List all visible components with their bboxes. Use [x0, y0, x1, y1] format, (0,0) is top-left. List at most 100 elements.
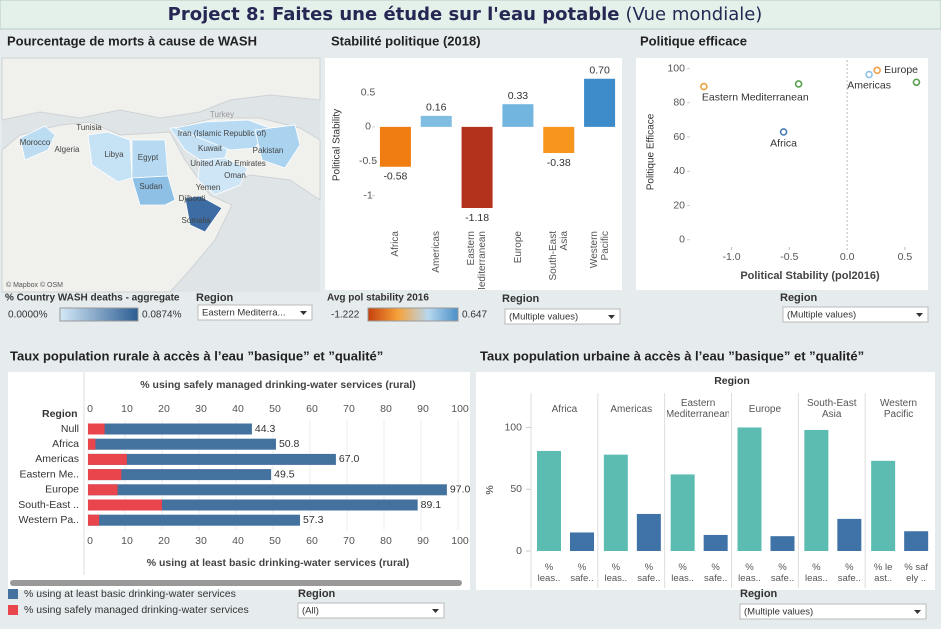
- group-label: Europe: [748, 403, 782, 415]
- value-label: -1.18: [465, 212, 489, 224]
- panel-title: Pourcentage de morts à cause de WASH: [7, 33, 257, 48]
- filter-label: Region: [740, 588, 778, 600]
- filter-arrow: [608, 315, 615, 319]
- row-label: Africa: [52, 438, 79, 450]
- bar: [88, 484, 447, 496]
- filter-dropdown[interactable]: [504, 308, 621, 325]
- bar: [837, 518, 862, 551]
- bar: [88, 453, 127, 465]
- group-label: South-East Asia: [807, 398, 857, 420]
- group-label: Eastern Mediterranean: [666, 398, 730, 420]
- x-tick-label: 30: [195, 535, 207, 547]
- header-bar: [0, 0, 941, 30]
- group-label: Africa: [551, 403, 578, 415]
- bar: [737, 427, 762, 551]
- x-tick-label: 10: [121, 403, 133, 415]
- point: [700, 82, 708, 91]
- country-label: Yemen: [196, 183, 221, 192]
- bar: [636, 513, 661, 551]
- x-tick-label: 0: [87, 403, 93, 415]
- bar: [420, 115, 452, 127]
- x-tick-label: 60: [306, 535, 318, 547]
- x-tick-label: 100: [451, 535, 469, 547]
- filter-value: (All): [302, 606, 319, 617]
- row-header: Region: [42, 408, 78, 420]
- y-tick-label: -0.5: [359, 155, 377, 167]
- row-label: Eastern Me..: [19, 468, 79, 480]
- bar: [502, 104, 534, 127]
- legend-max: 0.0874%: [142, 310, 182, 321]
- country-label: Turkey: [210, 110, 234, 119]
- y-tick-label: -1: [363, 189, 372, 201]
- legend-label: % using at least basic drinking-water se…: [24, 588, 236, 600]
- section-title: Taux population rurale à accès à l’eau ”…: [10, 348, 383, 363]
- legend-swatch: [8, 589, 18, 599]
- x-tick-label: 90: [417, 403, 429, 415]
- filter-label: Region: [196, 292, 234, 304]
- x-tick-label: Americas: [430, 231, 442, 273]
- bar-label: % leas..: [738, 562, 761, 584]
- y-tick-label: 0.5: [361, 86, 376, 98]
- x-tick-label: -0.5: [780, 251, 798, 263]
- bar: [804, 429, 829, 551]
- bar: [537, 450, 561, 551]
- legend-gradient: [367, 307, 459, 322]
- y-tick-label: 0: [516, 545, 522, 557]
- scatter-panel: [636, 58, 928, 290]
- x-tick-label: 10: [121, 535, 133, 547]
- x-tick-label: 0: [87, 535, 93, 547]
- point: [865, 70, 873, 79]
- bar-label: % leas..: [537, 562, 561, 584]
- x-tick-label: 0.5: [898, 251, 913, 263]
- filter-value: Eastern Mediterra...: [202, 308, 285, 319]
- point: [912, 78, 921, 87]
- y-tick-label: 60: [673, 131, 685, 143]
- bar: [88, 438, 276, 450]
- point: [873, 66, 881, 75]
- group-header: Region: [714, 375, 750, 387]
- y-tick-label: 20: [673, 199, 685, 211]
- y-tick-label: 50: [510, 483, 522, 495]
- legend-swatch: [8, 605, 18, 615]
- bar-label: % safe..: [637, 562, 661, 584]
- x-tick-label: 100: [451, 403, 469, 415]
- panel-title: Politique efficace: [640, 33, 747, 48]
- point-label: Europe: [884, 64, 918, 76]
- y-axis-title: %: [484, 485, 496, 494]
- filter-arrow: [300, 311, 307, 315]
- bar: [603, 454, 628, 551]
- value-label: 67.0: [339, 453, 360, 465]
- filter-dropdown[interactable]: [782, 306, 929, 323]
- y-tick-label: 100: [667, 62, 685, 74]
- value-label: -0.38: [547, 157, 571, 169]
- group-label: Americas: [610, 403, 653, 415]
- bar-label: % safe..: [837, 562, 861, 584]
- filter-label: Region: [298, 588, 336, 600]
- filter-label: Region: [780, 292, 818, 304]
- bar: [88, 514, 100, 526]
- country-label: Pakistan: [253, 146, 284, 155]
- legend-label: % using safely managed drinking-water se…: [24, 604, 249, 616]
- country-label: Somalia: [182, 216, 211, 225]
- legend-min: -1.222: [331, 310, 360, 321]
- legend-min: 0.0000%: [8, 310, 48, 321]
- bar: [88, 499, 162, 511]
- section-title: Taux population urbaine à accès à l’eau …: [480, 348, 864, 363]
- x-tick-label: 50: [269, 535, 281, 547]
- x-tick-label: -1.0: [723, 251, 741, 263]
- x-axis-title: Political Stability (pol2016): [740, 270, 880, 282]
- y-axis-title: Politique Efficace: [646, 113, 657, 190]
- bar: [570, 532, 594, 551]
- bar-label: % le ast..: [873, 562, 893, 584]
- filter-arrow: [916, 313, 923, 317]
- scrollbar: [10, 580, 462, 586]
- filter-dropdown[interactable]: [297, 602, 445, 619]
- point: [794, 80, 803, 88]
- filter-dropdown[interactable]: [197, 304, 313, 321]
- bar: [88, 514, 301, 526]
- legend-title: % Country WASH deaths - aggregate: [5, 293, 180, 304]
- value-label: 44.3: [255, 423, 276, 435]
- point-label: Africa: [770, 138, 797, 150]
- filter-dropdown[interactable]: [739, 603, 927, 620]
